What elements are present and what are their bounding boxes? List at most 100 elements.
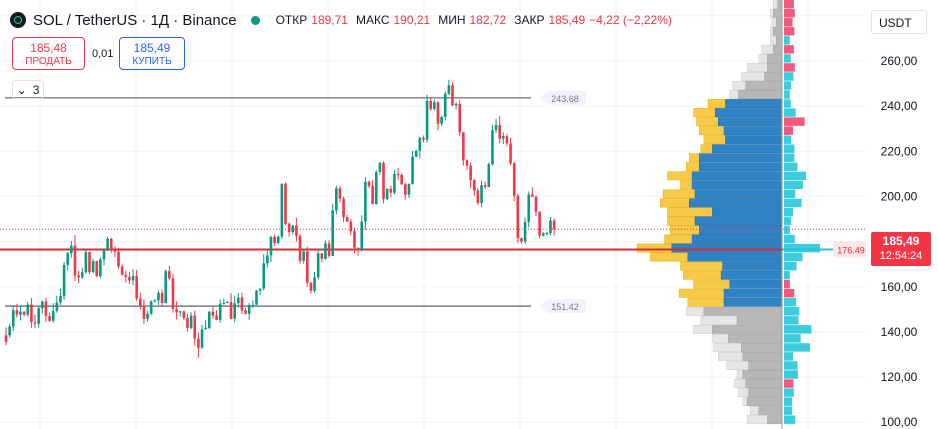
profile-bar-down [745, 379, 783, 388]
profile-bar-down [725, 135, 783, 145]
delta-bar [784, 144, 795, 153]
profile-bar-up [747, 415, 768, 425]
profile-bar-down [691, 234, 783, 244]
profile-bar-up [738, 388, 749, 397]
candle-body [128, 276, 131, 281]
candle-body [207, 311, 211, 328]
candle-body [218, 303, 222, 320]
candle-body [454, 103, 458, 106]
profile-bar-down [767, 63, 783, 72]
candle-body [523, 221, 527, 242]
close-value: 185,49 [548, 13, 586, 27]
candle-body [545, 233, 549, 235]
profile-bar-down [776, 35, 783, 45]
delta-bar [784, 270, 790, 280]
candle-body [215, 315, 218, 320]
candle-body [41, 301, 44, 309]
buy-button[interactable]: 185,49 КУПИТЬ [119, 37, 185, 70]
candle-body [62, 264, 66, 297]
profile-bar-down [694, 189, 783, 199]
spread-value: 0,01 [92, 48, 114, 60]
close-label: ЗАКР [514, 13, 545, 27]
candle-body [291, 225, 295, 233]
candle-body [153, 300, 157, 302]
candle-body [400, 174, 403, 185]
candle-body [91, 261, 95, 273]
delta-bar [784, 216, 792, 226]
profile-bar-up [699, 126, 725, 136]
candle-body [520, 238, 523, 242]
candle-body [374, 172, 378, 205]
candle-body [309, 282, 313, 291]
candle-body [305, 251, 309, 283]
delta-bar [784, 234, 795, 244]
delta-bar [784, 207, 793, 217]
profile-bar-up [761, 44, 774, 54]
symbol-title[interactable]: SOL / TetherUS · 1Д · Binance [33, 11, 237, 29]
delta-bar [784, 415, 796, 424]
candle-body [266, 255, 269, 264]
candle-body [120, 266, 124, 275]
profile-bar-down [767, 415, 783, 425]
candle-body [360, 221, 364, 251]
candle-body [538, 211, 541, 236]
candle-body [335, 188, 338, 211]
profile-bar-up [770, 35, 777, 45]
indicators-count: 3 [32, 82, 40, 97]
profile-bar-down [699, 153, 783, 163]
candle-body [440, 116, 443, 124]
delta-bar [784, 189, 796, 199]
candle-body [8, 326, 11, 336]
profile-bar-down [741, 343, 783, 352]
candle-body [197, 338, 200, 348]
candle-body [99, 259, 102, 277]
candle-body [247, 305, 251, 314]
candle-body [494, 125, 498, 131]
profile-bar-down [691, 180, 783, 190]
candle-body [240, 297, 244, 311]
candle-body [109, 238, 113, 250]
profile-bar-up [686, 306, 704, 316]
candle-body [313, 277, 316, 291]
profile-bar-up [636, 243, 672, 253]
candle-body [465, 160, 469, 166]
profile-bar-up [667, 207, 713, 217]
delta-bar [784, 126, 793, 135]
candle-body [393, 174, 396, 193]
candle-body [273, 236, 276, 243]
profile-bar-up [680, 180, 693, 190]
y-tick-label: 200,00 [881, 189, 918, 203]
profile-bar-up [726, 361, 749, 370]
profile-bar-down [742, 352, 783, 361]
level-lines: 243.68 151.42 176.49 [0, 90, 869, 314]
candle-body [298, 235, 302, 261]
delta-bar [784, 316, 799, 325]
profile-bar-up [693, 108, 716, 118]
y-tick-label: 220,00 [881, 144, 918, 158]
candle-body [418, 137, 422, 151]
profile-bar-down [776, 17, 783, 27]
sell-button[interactable]: 185,48 ПРОДАТЬ [12, 37, 85, 70]
profile-bar-down [758, 406, 783, 416]
delta-bar [784, 279, 790, 289]
candle-body [168, 271, 171, 279]
candle-body [284, 183, 287, 224]
profile-bar-down [718, 117, 783, 127]
delta-bar [784, 99, 791, 108]
candle-body [135, 276, 138, 299]
profile-bar-up [693, 324, 713, 334]
delta-bar [784, 379, 794, 388]
profile-bar-up [712, 333, 729, 343]
candle-body [422, 137, 425, 140]
last-price-value: 185,49 [882, 234, 920, 248]
indicators-toggle[interactable]: ⌄ 3 [12, 80, 44, 99]
profile-bar-down [748, 388, 783, 397]
profile-bar-up [742, 397, 748, 407]
range-high-label-bg [540, 90, 586, 105]
currency-selector[interactable]: USDT [871, 10, 927, 34]
profile-bar-up [662, 189, 696, 199]
profile-bar-down [773, 8, 783, 18]
profile-bar-down [694, 216, 783, 226]
candle-body [280, 183, 284, 237]
profile-bar-down [723, 126, 783, 136]
